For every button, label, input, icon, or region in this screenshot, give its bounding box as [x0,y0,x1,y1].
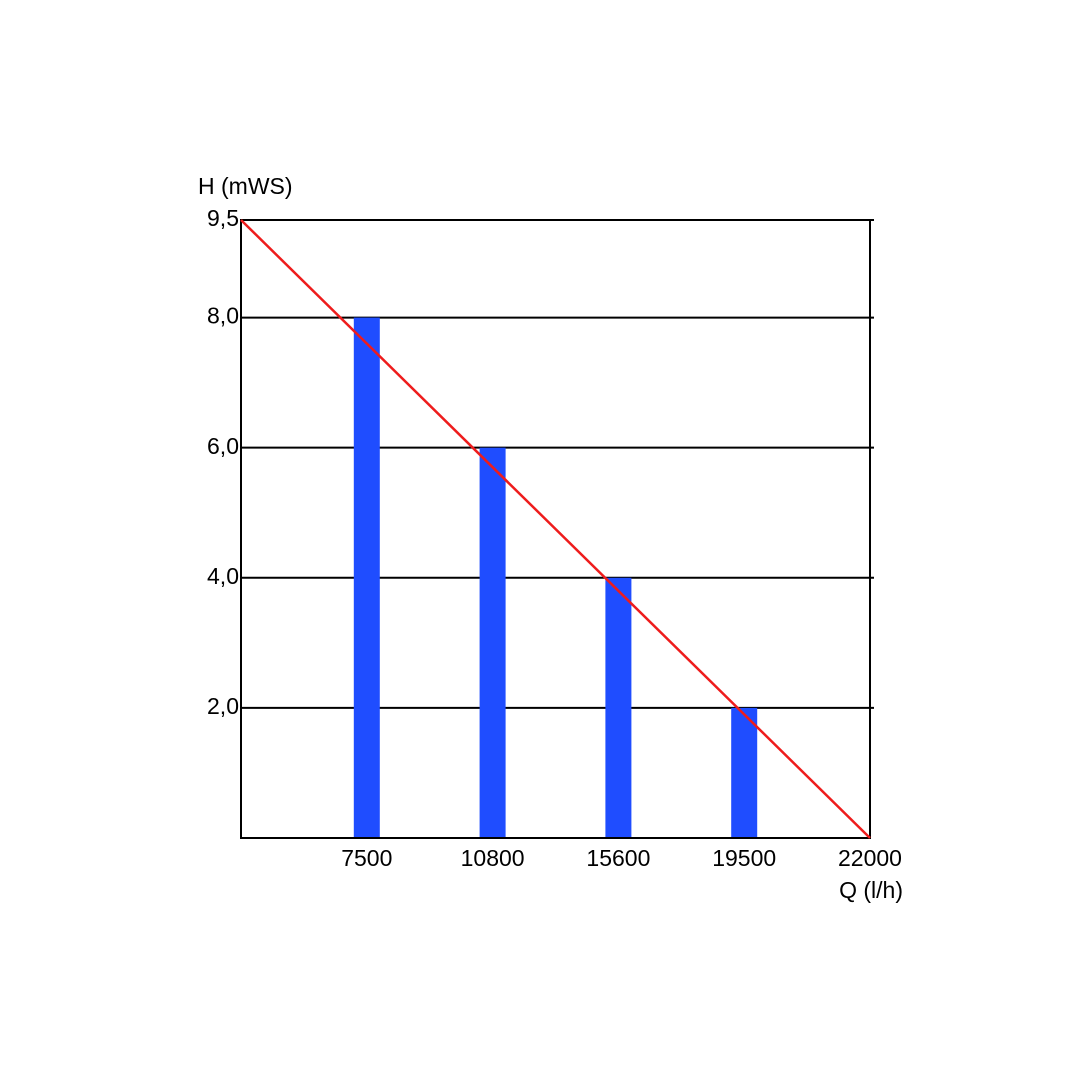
x-tick-label: 19500 [712,845,776,871]
y-tick-label: 6,0 [207,433,239,459]
x-tick-label: 7500 [341,845,392,871]
y-axis-title: H (mWS) [198,173,293,199]
y-tick-label: 8,0 [207,303,239,329]
x-tick-label: 15600 [586,845,650,871]
bar [731,707,758,838]
bar [605,577,632,838]
line [240,219,871,839]
y-tick-label: 4,0 [207,563,239,589]
x-tick-label: 22000 [838,845,902,871]
bar [353,317,380,838]
bar [479,447,506,838]
x-axis-title: Q (l/h) [839,877,903,903]
y-tick-label: 2,0 [207,693,239,719]
y-tick-label: 9,5 [207,205,239,231]
x-tick-label: 10800 [461,845,525,871]
plot-frame [240,219,871,839]
